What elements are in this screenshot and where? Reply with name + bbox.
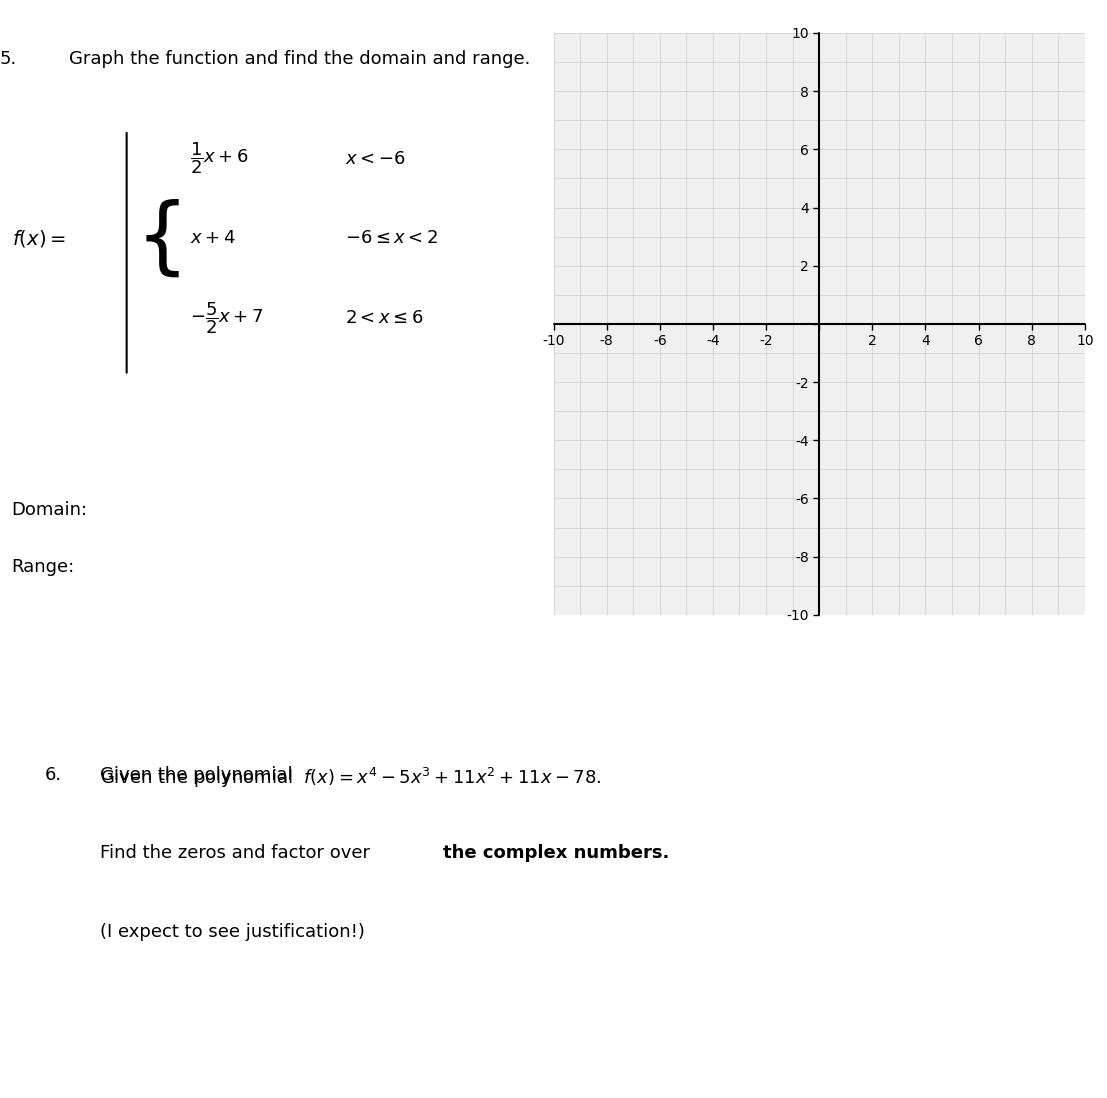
- Text: Given the polynomial  $f(x) = x^4 - 5x^3 + 11x^2 + 11x - 78.$: Given the polynomial $f(x) = x^4 - 5x^3 …: [100, 766, 601, 791]
- Text: $-6 \leq x < 2$: $-6 \leq x < 2$: [345, 229, 438, 247]
- Text: $\{$: $\{$: [135, 198, 180, 279]
- Text: 5.: 5.: [0, 51, 18, 68]
- Text: $x < -6$: $x < -6$: [345, 149, 406, 168]
- Text: $f(x) =$: $f(x) =$: [11, 228, 65, 249]
- Text: Range:: Range:: [11, 558, 75, 576]
- Text: the complex numbers.: the complex numbers.: [443, 844, 669, 862]
- Text: Graph the function and find the domain and range.: Graph the function and find the domain a…: [69, 51, 530, 68]
- Text: 6.: 6.: [44, 766, 61, 784]
- Text: $x + 4$: $x + 4$: [190, 229, 236, 247]
- Text: Given the polynomial: Given the polynomial: [100, 766, 303, 784]
- Text: (I expect to see justification!): (I expect to see justification!): [100, 922, 364, 941]
- Text: $-\dfrac{5}{2}x + 7$: $-\dfrac{5}{2}x + 7$: [190, 301, 263, 336]
- Text: $\dfrac{1}{2}x + 6$: $\dfrac{1}{2}x + 6$: [190, 141, 249, 177]
- Text: $2 < x \leq 6$: $2 < x \leq 6$: [345, 310, 424, 327]
- Text: Find the zeros and factor over: Find the zeros and factor over: [100, 844, 375, 862]
- Text: Domain:: Domain:: [11, 501, 87, 519]
